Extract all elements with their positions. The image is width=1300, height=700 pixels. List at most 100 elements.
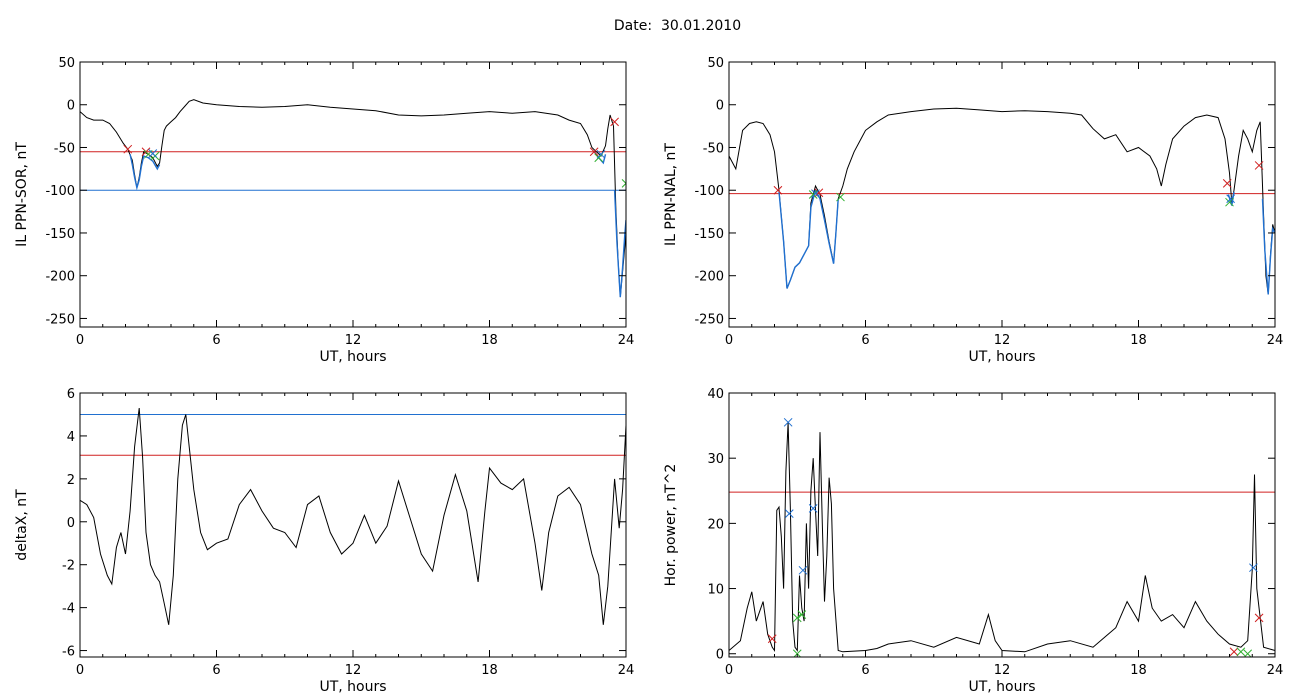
y-tick-label: -50 xyxy=(703,141,724,156)
highlight-segment xyxy=(613,190,626,298)
x-tick-label: 24 xyxy=(618,663,635,678)
x-axis-label: UT, hours xyxy=(319,349,386,365)
event-marker xyxy=(784,509,794,518)
y-axis-label: deltaX, nT xyxy=(14,489,30,561)
event-marker xyxy=(798,565,808,575)
event-marker xyxy=(596,149,606,159)
plot-area xyxy=(729,417,1275,657)
x-tick-label: 12 xyxy=(994,333,1011,348)
y-tick-label: -100 xyxy=(694,184,724,199)
event-marker xyxy=(1254,613,1264,623)
event-marker xyxy=(1249,563,1258,573)
event-marker xyxy=(1229,647,1239,657)
event-marker xyxy=(1222,179,1232,188)
y-tick-label: 0 xyxy=(67,516,75,531)
x-tick-label: 6 xyxy=(212,663,220,678)
y-tick-label: -250 xyxy=(45,312,75,327)
y-tick-label: 0 xyxy=(716,99,724,114)
event-marker xyxy=(811,189,820,198)
x-axis-label: UT, hours xyxy=(968,349,1035,365)
y-axis-label: IL PPN-NAL, nT xyxy=(663,143,679,246)
x-tick-label: 18 xyxy=(1130,333,1147,348)
plot-frame xyxy=(728,61,1276,328)
y-tick-label: -150 xyxy=(694,227,724,242)
event-marker xyxy=(814,188,824,198)
data-trace xyxy=(729,422,1275,653)
x-axis-label: UT, hours xyxy=(968,679,1035,695)
y-tick-label: 6 xyxy=(67,387,75,402)
y-axis-label: IL PPN-SOR, nT xyxy=(14,142,30,247)
event-marker xyxy=(767,634,777,644)
event-marker xyxy=(621,179,626,188)
data-trace xyxy=(80,407,626,625)
y-tick-label: 4 xyxy=(67,430,75,445)
x-tick-label: 18 xyxy=(481,333,498,348)
x-tick-label: 12 xyxy=(994,663,1011,678)
x-tick-label: 0 xyxy=(76,333,84,348)
plot-frame xyxy=(728,392,1276,658)
event-marker xyxy=(808,504,818,513)
panel-2: 0 6 12 18 24 -250 -200 -150 -100 -50 0 50 UT, hours I… xyxy=(663,56,1283,365)
y-tick-label: -150 xyxy=(45,227,75,242)
plot-area xyxy=(80,407,626,625)
event-marker xyxy=(148,149,158,158)
x-tick-label: 0 xyxy=(725,663,733,678)
y-tick-label: -200 xyxy=(694,270,724,285)
plot-frame xyxy=(79,392,627,658)
event-marker xyxy=(797,610,807,619)
y-tick-label: 0 xyxy=(67,99,75,114)
y-tick-label: 2 xyxy=(67,473,75,488)
event-marker xyxy=(123,144,133,154)
event-marker xyxy=(792,613,802,623)
y-axis-label: Hor. power, nT^2 xyxy=(663,464,679,587)
plot-area xyxy=(729,107,1275,295)
event-marker xyxy=(792,649,802,657)
panel-4: 0 6 12 18 24 0 10 20 30 40 UT, hours Hor. power, nT… xyxy=(663,387,1283,695)
figure-title: Date: 30.01.2010 xyxy=(613,18,742,34)
event-marker xyxy=(1226,194,1235,204)
y-tick-label: -250 xyxy=(694,312,724,327)
panel-1: 0 6 12 18 24 -250 -200 -150 -100 -50 0 50 UT, hours I… xyxy=(14,56,634,365)
y-tick-label: 50 xyxy=(58,56,75,71)
x-tick-label: 6 xyxy=(861,333,869,348)
x-tick-label: 24 xyxy=(1267,333,1284,348)
data-trace xyxy=(729,107,1275,295)
data-trace xyxy=(80,99,626,298)
event-marker xyxy=(1236,647,1246,657)
event-marker xyxy=(1243,649,1253,657)
x-tick-label: 6 xyxy=(212,333,220,348)
highlight-segment xyxy=(129,154,161,191)
event-marker xyxy=(1225,197,1234,207)
y-tick-label: 30 xyxy=(707,452,724,467)
event-marker xyxy=(808,190,818,199)
x-tick-label: 18 xyxy=(1130,663,1147,678)
highlight-segment xyxy=(778,188,839,289)
x-tick-label: 18 xyxy=(481,663,498,678)
x-tick-label: 12 xyxy=(345,333,362,348)
event-marker xyxy=(610,117,619,127)
y-tick-label: 50 xyxy=(707,56,724,71)
event-marker xyxy=(783,417,793,427)
event-marker xyxy=(589,147,599,157)
event-marker xyxy=(836,192,845,202)
x-tick-label: 6 xyxy=(861,663,869,678)
y-tick-label: 0 xyxy=(716,648,724,663)
x-tick-label: 0 xyxy=(725,333,733,348)
y-tick-label: -6 xyxy=(62,645,75,660)
y-tick-label: -100 xyxy=(45,184,75,199)
x-tick-label: 0 xyxy=(76,663,84,678)
y-tick-label: 20 xyxy=(707,517,724,532)
highlight-segment xyxy=(1261,198,1275,295)
y-tick-label: -4 xyxy=(62,602,75,617)
y-tick-label: 10 xyxy=(707,583,724,598)
plot-area xyxy=(80,99,626,298)
x-tick-label: 24 xyxy=(1267,663,1284,678)
x-tick-label: 24 xyxy=(618,333,635,348)
x-axis-label: UT, hours xyxy=(319,679,386,695)
y-tick-label: -50 xyxy=(54,141,75,156)
event-marker xyxy=(1254,161,1264,170)
y-tick-label: 40 xyxy=(707,387,724,402)
plot-frame xyxy=(79,61,627,328)
